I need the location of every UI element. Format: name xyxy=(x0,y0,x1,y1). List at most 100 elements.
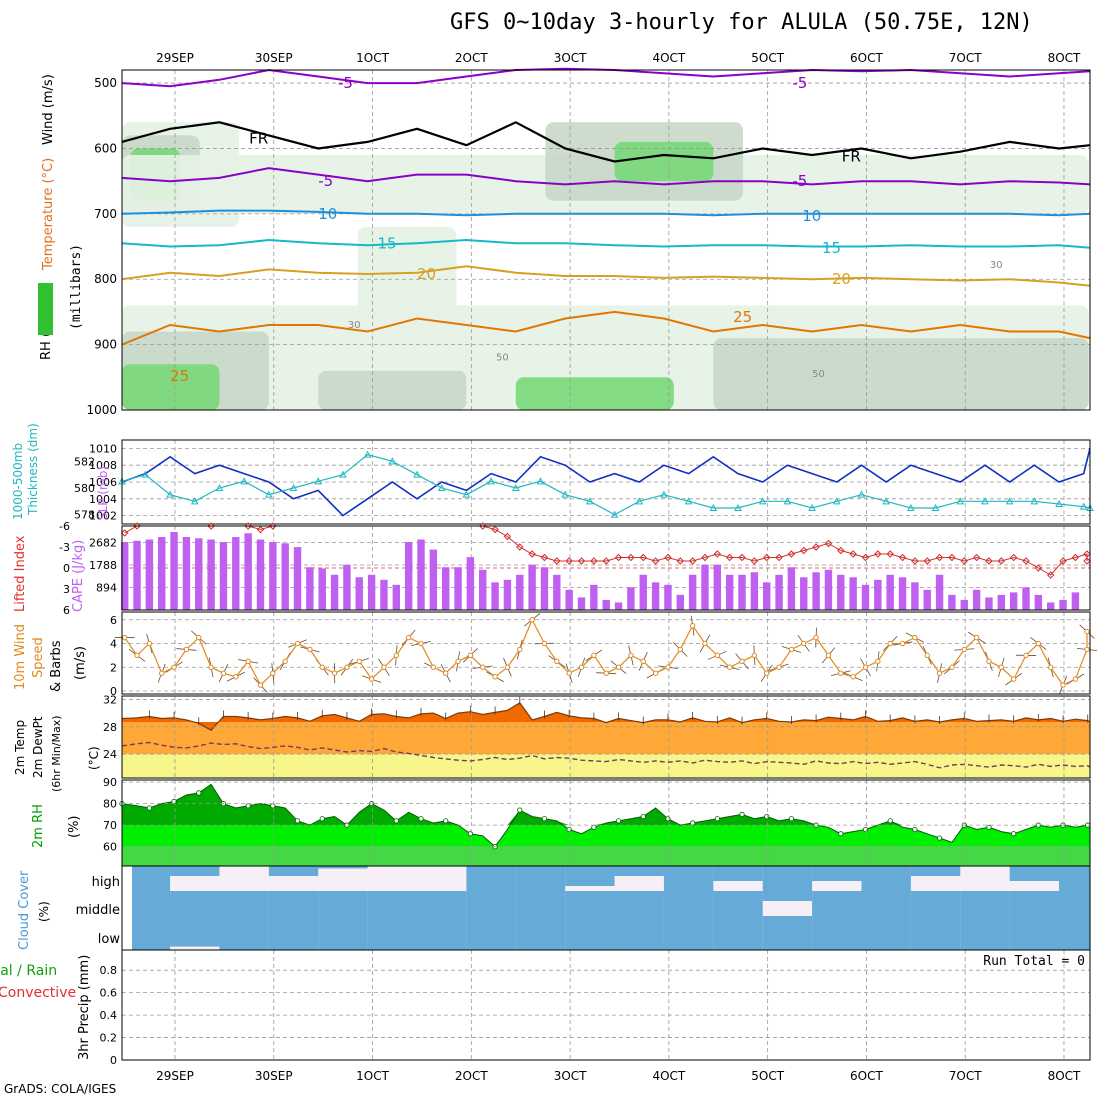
cloud-bar-low xyxy=(1059,916,1090,950)
wind-speed-point xyxy=(121,634,128,641)
lifted-index-point xyxy=(763,553,771,562)
rh-point xyxy=(764,813,770,820)
thickness-point xyxy=(635,497,644,505)
lifted-index-point xyxy=(516,543,524,551)
lifted-index-point xyxy=(614,553,623,562)
cloud-bar-middle xyxy=(515,891,566,916)
wind-speed-point xyxy=(171,664,177,670)
contour-label: 30 xyxy=(348,320,361,331)
thickness-point xyxy=(166,490,174,498)
rh-area xyxy=(122,784,1090,847)
wind-speed-point xyxy=(825,652,832,659)
contour-label: 20 xyxy=(832,270,851,288)
rh-point xyxy=(887,818,893,824)
wind-tick-label: 6 xyxy=(110,614,117,627)
thickness-point xyxy=(981,497,989,505)
isotherm-line xyxy=(121,238,1091,249)
wind-speed-point xyxy=(307,646,313,653)
wind-speed-point xyxy=(1010,676,1017,682)
cloud-bar-middle xyxy=(960,891,1010,916)
wind-speed-point xyxy=(196,634,202,641)
wind-speed-point xyxy=(961,646,967,653)
credit-label: GrADS: COLA/IGES xyxy=(4,1082,117,1096)
cape-bar xyxy=(688,574,697,610)
cape-bar xyxy=(120,542,129,610)
cloud-bar-low xyxy=(960,916,1010,950)
thickness-point xyxy=(363,450,372,458)
cloud-bar-middle xyxy=(565,891,615,916)
rh-tick-label: 70 xyxy=(103,819,117,832)
cape-bar xyxy=(256,539,265,610)
cape-bar xyxy=(343,564,351,610)
wind-speed-point xyxy=(677,646,683,653)
lifted-index-point xyxy=(1071,553,1080,562)
temp-frame xyxy=(121,695,1091,779)
pressure-axis-label: (millibars) xyxy=(69,244,84,330)
rh-point xyxy=(418,816,424,822)
cloud-bar-low xyxy=(861,916,911,950)
lifted-index-point xyxy=(787,550,796,558)
rh-point xyxy=(838,831,844,837)
rh-point xyxy=(739,811,745,818)
cape-bar xyxy=(553,574,561,610)
wind-speed-point xyxy=(764,670,770,676)
cape-bar xyxy=(874,579,882,610)
thickness-point xyxy=(289,483,298,491)
cape-bar xyxy=(232,537,240,610)
lifted-index-point xyxy=(577,557,586,565)
lifted-index-point xyxy=(701,553,709,562)
cape-tick-label: 894 xyxy=(96,582,117,595)
slp-frame xyxy=(121,439,1091,525)
cloud-bar-high xyxy=(466,866,516,891)
wind-speed-point xyxy=(504,664,511,670)
date-tick-top: 4OCT xyxy=(652,51,685,65)
cloud-bar-low xyxy=(367,916,417,950)
wind-speed-point xyxy=(134,652,140,659)
cloud-bar-low xyxy=(614,916,664,950)
cape-bar xyxy=(306,567,314,610)
cape-axis-label: CAPE (J/kg) xyxy=(71,540,86,612)
contour-label: -5 xyxy=(792,172,807,190)
minmax-axis-label: (6hr Min/Max) xyxy=(50,715,63,792)
wind-speed-point xyxy=(628,652,634,659)
cape-bar xyxy=(466,557,475,610)
wind-speed-point xyxy=(689,622,696,629)
thickness-tick-label: 582 xyxy=(74,455,95,468)
li-tick-label: -6 xyxy=(59,520,70,533)
lifted-index-point xyxy=(1009,553,1018,562)
thickness-point xyxy=(1030,497,1039,505)
slp-line xyxy=(121,448,1091,517)
cape-bar xyxy=(911,582,919,610)
lifted-index-point xyxy=(750,557,759,565)
lifted-index-point xyxy=(837,546,845,555)
thickness-point xyxy=(783,497,792,505)
rh-shading xyxy=(614,141,714,182)
lifted-index-point xyxy=(1059,557,1067,565)
upper-air-frame xyxy=(121,69,1091,411)
contour-label: FR xyxy=(249,130,268,148)
temp-band-low xyxy=(122,754,1090,778)
wind-speed-point xyxy=(270,670,276,676)
pressure-tick-label: 800 xyxy=(94,272,117,286)
lifted-index-point xyxy=(935,553,944,562)
cape-bar xyxy=(404,542,413,610)
wind-speed-point xyxy=(331,670,338,676)
cape-bar xyxy=(849,577,857,610)
cape-bar xyxy=(330,574,339,610)
wind-speed-point xyxy=(529,617,535,623)
wind-speed-point xyxy=(319,664,325,670)
wind-tick-label: 2 xyxy=(110,661,117,674)
cloud-bar-middle xyxy=(663,891,714,916)
rh-point xyxy=(517,807,523,813)
contour-label: FR xyxy=(842,147,861,165)
cape-bar xyxy=(738,574,746,610)
cape-bar xyxy=(972,589,981,610)
lifted-index-point xyxy=(972,553,981,562)
wind-speed-point xyxy=(393,652,400,659)
lifted-index-point xyxy=(923,557,931,565)
cape-bar xyxy=(713,564,722,610)
precip-axis-label: 3hr Precip (mm) xyxy=(77,955,92,1060)
wind-speed-point xyxy=(405,634,412,641)
date-tick-top: 29SEP xyxy=(156,51,194,65)
